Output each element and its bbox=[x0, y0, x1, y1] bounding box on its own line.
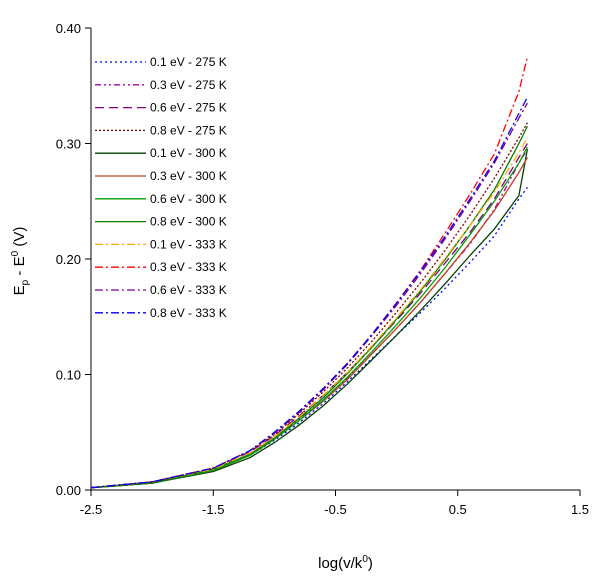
series-line-8 bbox=[90, 125, 528, 489]
series-line-6 bbox=[90, 157, 528, 489]
x-tick-label: 0.5 bbox=[449, 502, 467, 517]
x-tick-label: -2.5 bbox=[80, 502, 102, 517]
y-axis-title: Ep - E0 (V) bbox=[10, 227, 31, 296]
legend-label-7: 0.6 eV - 300 K bbox=[150, 192, 227, 206]
legend-label-4: 0.8 eV - 275 K bbox=[150, 123, 227, 137]
series-line-9 bbox=[90, 137, 528, 489]
legend-label-1: 0.1 eV - 275 K bbox=[150, 55, 227, 69]
x-tick-label: 1.5 bbox=[571, 502, 589, 517]
series-line-1 bbox=[90, 187, 528, 489]
series-lines bbox=[90, 56, 529, 489]
x-tick-label: -1.5 bbox=[202, 502, 224, 517]
legend-label-10: 0.3 eV - 333 K bbox=[150, 260, 227, 274]
legend-label-9: 0.1 eV - 333 K bbox=[150, 237, 227, 251]
legend-label-6: 0.3 eV - 300 K bbox=[150, 169, 227, 183]
axes: -2.5 -1.5 -0.5 0.5 1.5 0.00 0.10 0.20 0.30 0.40 bbox=[56, 21, 589, 517]
legend-label-8: 0.8 eV - 300 K bbox=[150, 215, 227, 229]
x-axis-title: log(v/k0) bbox=[318, 554, 373, 572]
series-line-7 bbox=[90, 146, 528, 489]
y-tick-label: 0.00 bbox=[56, 483, 81, 498]
legend-label-2: 0.3 eV - 275 K bbox=[150, 78, 227, 92]
x-tick-label: -0.5 bbox=[324, 502, 346, 517]
legend-label-5: 0.1 eV - 300 K bbox=[150, 146, 227, 160]
legend-label-3: 0.6 eV - 275 K bbox=[150, 101, 227, 115]
y-tick-label: 0.20 bbox=[56, 252, 81, 267]
y-tick-label: 0.10 bbox=[56, 368, 81, 383]
y-tick-label: 0.30 bbox=[56, 137, 81, 152]
legend-label-12: 0.8 eV - 333 K bbox=[150, 306, 227, 320]
series-line-12 bbox=[90, 96, 528, 489]
y-tick-label: 0.40 bbox=[56, 21, 81, 36]
series-line-5 bbox=[90, 149, 529, 489]
legend: 0.1 eV - 275 K 0.3 eV - 275 K 0.6 eV - 275… bbox=[95, 55, 227, 320]
legend-label-11: 0.6 eV - 333 K bbox=[150, 283, 227, 297]
